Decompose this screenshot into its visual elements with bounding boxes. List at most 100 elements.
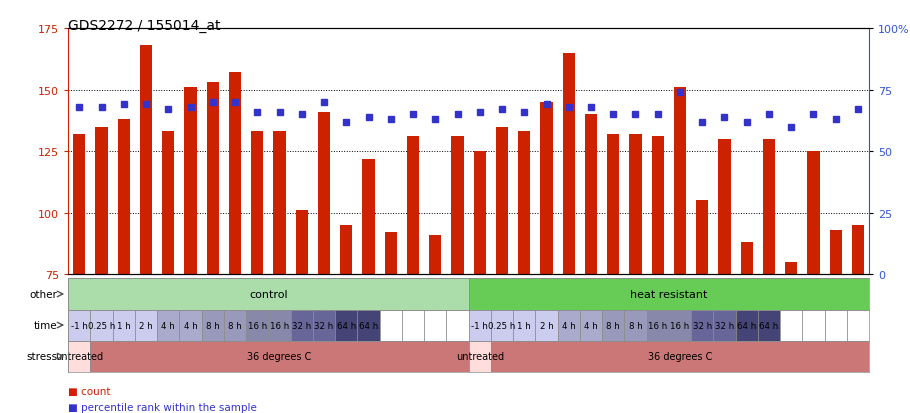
Text: 64 h: 64 h [337, 321, 356, 330]
Bar [362, 159, 375, 275]
Bar [424, 310, 447, 341]
Bar [340, 225, 352, 275]
Bar [290, 310, 313, 341]
Text: 4 h: 4 h [584, 321, 598, 330]
Bar [758, 310, 780, 341]
Text: 64 h: 64 h [359, 321, 379, 330]
Bar [852, 225, 864, 275]
Bar [68, 341, 90, 372]
Text: untreated: untreated [56, 351, 104, 361]
Bar [669, 310, 691, 341]
Bar [763, 140, 775, 275]
Bar [318, 112, 330, 275]
Text: 0.25 h: 0.25 h [489, 321, 516, 330]
Bar [518, 132, 531, 275]
Text: 64 h: 64 h [737, 321, 756, 330]
Bar [179, 310, 202, 341]
Bar [602, 310, 624, 341]
Bar [630, 135, 642, 275]
Text: 2 h: 2 h [139, 321, 153, 330]
Text: ■ percentile rank within the sample: ■ percentile rank within the sample [68, 402, 258, 412]
Bar [469, 341, 490, 372]
Text: 1 h: 1 h [518, 321, 531, 330]
Text: 32 h: 32 h [315, 321, 334, 330]
Bar [379, 310, 402, 341]
Bar [562, 53, 575, 275]
Bar [580, 310, 602, 341]
Bar [496, 127, 508, 275]
Bar [735, 310, 758, 341]
Bar [251, 132, 264, 275]
Bar [162, 132, 175, 275]
Text: 16 h: 16 h [248, 321, 267, 330]
Bar [157, 310, 179, 341]
Text: stress: stress [26, 351, 57, 361]
Bar [535, 310, 558, 341]
Bar [691, 310, 713, 341]
Bar [830, 230, 842, 275]
Bar [335, 310, 358, 341]
Bar [718, 140, 731, 275]
Bar [407, 137, 420, 275]
Bar [824, 310, 847, 341]
Text: 64 h: 64 h [759, 321, 779, 330]
Bar [140, 46, 152, 275]
Text: 0.25 h: 0.25 h [88, 321, 116, 330]
Text: -1 h: -1 h [471, 321, 488, 330]
Bar [607, 135, 620, 275]
Bar [469, 279, 869, 310]
Bar [673, 88, 686, 275]
Bar [229, 73, 241, 275]
Bar [313, 310, 335, 341]
Text: 1 h: 1 h [117, 321, 131, 330]
Bar [803, 310, 824, 341]
Text: 8 h: 8 h [228, 321, 242, 330]
Bar [430, 235, 441, 275]
Text: 4 h: 4 h [184, 321, 197, 330]
Text: 36 degrees C: 36 degrees C [648, 351, 713, 361]
Bar [68, 310, 90, 341]
Bar [90, 341, 469, 372]
Bar [224, 310, 247, 341]
Bar [207, 83, 219, 275]
Bar [96, 127, 107, 275]
Bar [273, 132, 286, 275]
Bar [358, 310, 379, 341]
Text: heat resistant: heat resistant [630, 289, 708, 299]
Text: other: other [29, 289, 57, 299]
Text: 36 degrees C: 36 degrees C [248, 351, 312, 361]
Bar [741, 243, 753, 275]
Bar [268, 310, 290, 341]
Bar [785, 262, 797, 275]
Text: untreated: untreated [456, 351, 504, 361]
Text: 32 h: 32 h [715, 321, 734, 330]
Text: -1 h: -1 h [71, 321, 87, 330]
Bar [447, 310, 469, 341]
Bar [780, 310, 803, 341]
Text: 16 h: 16 h [671, 321, 690, 330]
Bar [696, 201, 708, 275]
Bar [807, 152, 820, 275]
Bar [585, 115, 597, 275]
Text: GDS2272 / 155014_at: GDS2272 / 155014_at [68, 19, 221, 33]
Bar [847, 310, 869, 341]
Bar [135, 310, 157, 341]
Bar [490, 310, 513, 341]
Bar [558, 310, 580, 341]
Bar [202, 310, 224, 341]
Text: 4 h: 4 h [161, 321, 176, 330]
Bar [490, 341, 869, 372]
Text: 16 h: 16 h [270, 321, 289, 330]
Text: 2 h: 2 h [540, 321, 553, 330]
Bar [90, 310, 113, 341]
Text: time: time [34, 320, 57, 330]
Bar [73, 135, 86, 275]
Bar [385, 233, 397, 275]
Bar [247, 310, 268, 341]
Text: control: control [249, 289, 288, 299]
Text: 8 h: 8 h [206, 321, 219, 330]
Bar [296, 211, 308, 275]
Bar [402, 310, 424, 341]
Bar [185, 88, 197, 275]
Bar [469, 310, 490, 341]
